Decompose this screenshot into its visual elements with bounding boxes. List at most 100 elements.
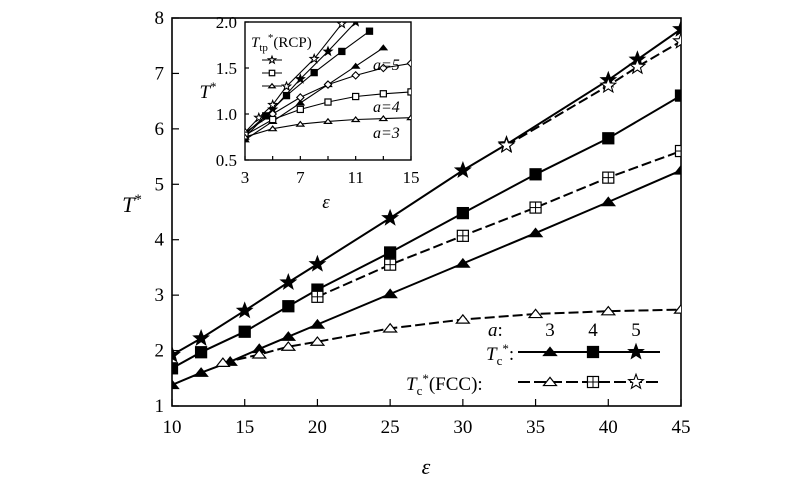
inset-series-line-2 (245, 47, 384, 141)
main-series-0-point-1 (193, 367, 209, 377)
main-series-2-point-6 (453, 161, 472, 178)
inset-series-1-point-2 (282, 91, 291, 100)
inset-series-2-point-4 (350, 62, 361, 69)
inset-series-2-point-2 (295, 99, 306, 106)
main-y-axis-label: T* (122, 192, 142, 217)
inset-series-3-point-4 (308, 52, 320, 64)
main-series-3-point-8 (673, 303, 681, 314)
main-series-line-5 (505, 40, 681, 147)
inset-plot: 3 7 11 15 0.5 1.0 1.5 2.0 ε T* Ttp*(RCP) a=5 a… (199, 13, 419, 213)
inset-series-6-point-3 (323, 117, 333, 124)
inset-series-1-point-5 (365, 27, 374, 35)
main-series-0-point-8 (527, 227, 544, 238)
main-x-tick-label-3: 25 (381, 417, 400, 438)
main-x-tick-label-2: 20 (308, 417, 327, 438)
main-x-tick-label-5: 35 (526, 417, 545, 438)
inset-series-3-point-3 (280, 80, 293, 92)
inset-x-tick-label-2: 11 (347, 168, 363, 187)
legend-header-a: a: (488, 320, 503, 341)
legend-row1-marker-3 (627, 342, 645, 360)
legend-row2-marker-3 (627, 372, 645, 390)
main-series-4-point-5 (674, 144, 681, 158)
main-series-1-point-9 (674, 89, 681, 102)
inset-series-group (245, 22, 411, 143)
main-series-0-point-10 (673, 164, 681, 175)
inset-series-4-point-4 (351, 70, 361, 80)
inset-x-tick-label-1: 7 (296, 168, 305, 187)
main-y-tick-label-4: 5 (155, 174, 165, 195)
legend-row2-marker-1 (542, 376, 558, 387)
inset-series-5-point-2 (296, 105, 304, 114)
inset-y-tick-label-1: 1.0 (216, 105, 237, 124)
inset-x-tick-label-3: 15 (403, 168, 420, 187)
main-series-2-point-10 (672, 19, 681, 37)
inset-series-0-point-2 (294, 73, 306, 84)
main-series-1-point-2 (238, 325, 251, 338)
main-series-line-4 (316, 150, 681, 298)
main-series-0-point-6 (382, 288, 398, 299)
main-x-axis-label: ε (422, 454, 431, 479)
inset-y-tick-label-2: 1.5 (216, 59, 237, 78)
inset-series-6-point-6 (406, 114, 411, 121)
main-y-tick-label-5: 6 (155, 119, 165, 140)
main-series-0-point-5 (309, 318, 326, 329)
inset-x-axis-label: ε (322, 192, 330, 213)
inset-legend-marker-0 (266, 54, 278, 65)
main-y-tick-label-1: 2 (155, 341, 165, 362)
inset-annotation-a4: a=4 (373, 99, 400, 116)
inset-annotation-a5: a=5 (373, 57, 400, 74)
inset-series-4-point-2 (295, 93, 305, 102)
legend-header-5: 5 (631, 320, 641, 341)
main-series-2-point-0 (172, 345, 181, 363)
inset-x-ticks: 3 7 11 15 (241, 156, 420, 187)
main-x-tick-label-0: 10 (163, 417, 182, 438)
main-series-2-point-3 (279, 273, 298, 291)
inset-series-5-point-1 (269, 115, 277, 124)
main-series-3-point-7 (600, 305, 617, 316)
main-series-2-point-2 (235, 301, 254, 319)
main-series-0-point-7 (455, 257, 471, 268)
main-x-tick-label-1: 15 (235, 417, 254, 438)
inset-y-ticks: 0.5 1.0 1.5 2.0 (216, 13, 249, 170)
inset-y-tick-label-3: 2.0 (216, 13, 237, 32)
main-series-5-point-1 (599, 76, 618, 94)
inset-series-2-point-5 (378, 44, 389, 51)
main-series-4-point-0 (311, 290, 324, 303)
inset-series-5-point-4 (352, 92, 360, 101)
inset-series-6-point-1 (267, 125, 278, 132)
main-series-0-point-9 (600, 196, 617, 207)
legend-row1-label: Tc*: (486, 341, 514, 368)
inset-series-5-point-6 (407, 88, 411, 96)
main-series-3-point-5 (455, 313, 471, 324)
inset-series-6-point-2 (295, 120, 306, 127)
inset-series-0-point-4 (352, 22, 360, 27)
inset-legend-marker-1 (268, 69, 276, 77)
inset-legend-marker-2 (267, 82, 277, 89)
main-series-3-point-4 (382, 322, 398, 333)
main-series-1-point-8 (602, 132, 615, 145)
inset-legend-samples (262, 54, 282, 89)
main-plot-frame (171, 17, 682, 407)
main-x-ticks: 10 15 20 25 30 35 40 45 (163, 399, 691, 438)
main-series-4-point-2 (456, 229, 469, 242)
main-series-1-point-6 (456, 206, 469, 220)
legend-header-4: 4 (588, 320, 598, 341)
legend-header-3: 3 (545, 320, 555, 341)
legend-row2-marker-2 (586, 375, 600, 389)
inset-series-3-point-2 (267, 98, 279, 110)
main-series-3-point-3 (309, 336, 326, 346)
inset-series-4-point-3 (323, 80, 333, 89)
main-series-2-point-5 (381, 208, 400, 226)
inset-y-axis-label: T* (199, 79, 216, 103)
main-series-4-point-3 (529, 201, 542, 214)
inset-series-1-point-4 (338, 47, 346, 56)
inset-clipped-series (245, 22, 411, 143)
main-series-0-point-4 (280, 331, 297, 341)
main-x-tick-label-6: 40 (599, 417, 618, 438)
main-series-4-point-1 (384, 258, 397, 271)
main-series-1-point-1 (194, 346, 208, 359)
main-series-3-point-2 (280, 341, 297, 351)
inset-series-6-point-5 (378, 115, 389, 122)
main-x-tick-label-7: 45 (672, 417, 691, 438)
